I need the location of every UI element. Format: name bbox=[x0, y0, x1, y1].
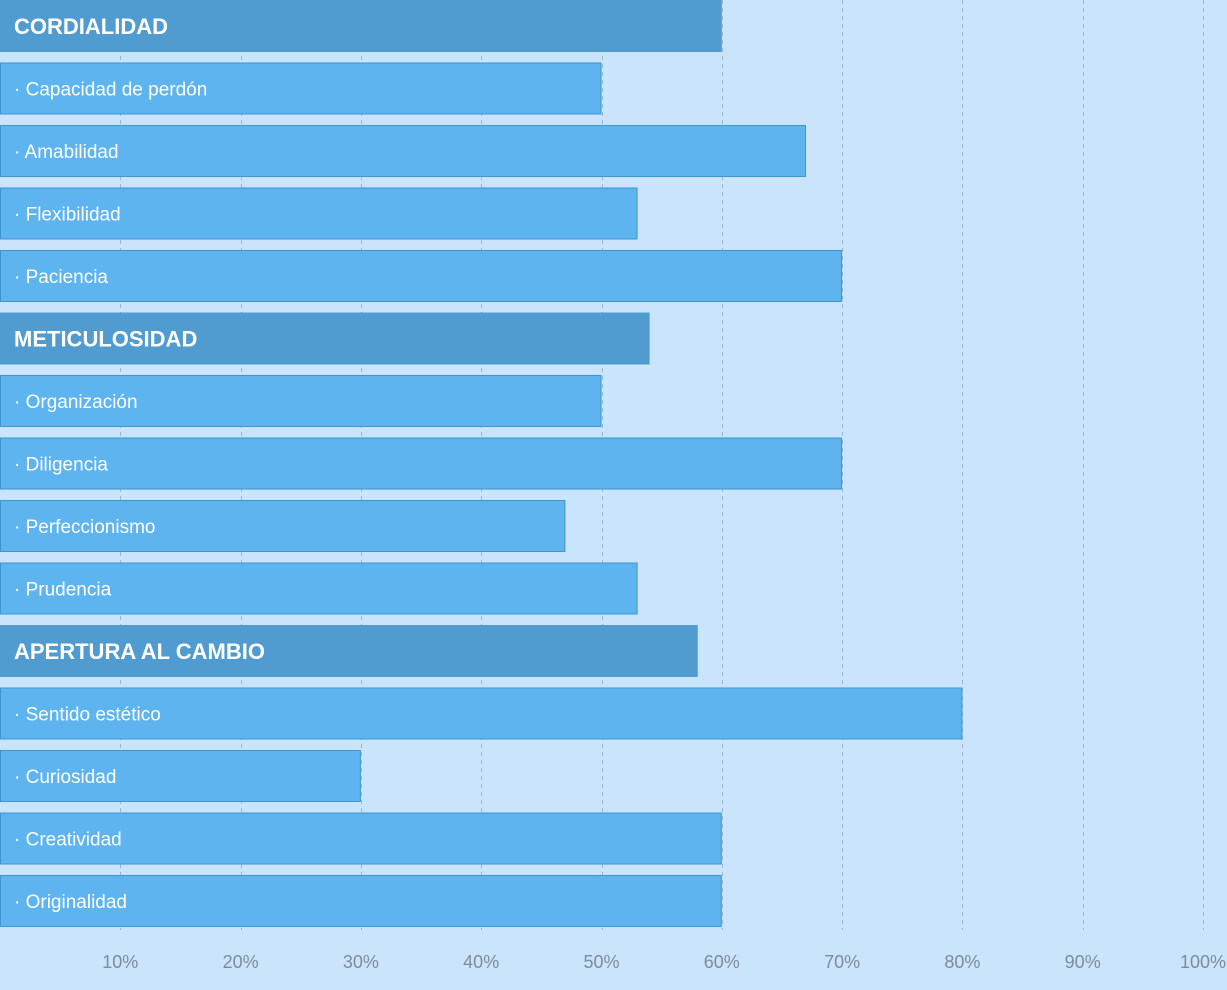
trait-label: · Originalidad bbox=[14, 892, 127, 913]
trait-bar bbox=[0, 437, 843, 490]
trait-bar bbox=[0, 125, 807, 177]
trait-label: · Capacidad de perdón bbox=[14, 80, 207, 101]
trait-label: · Amabilidad bbox=[14, 142, 119, 163]
x-axis-ticks: 10% 20% 30% 40% 50% 60% 70% 80% 90% 100% bbox=[102, 952, 1226, 972]
x-tick-label: 60% bbox=[704, 952, 740, 972]
bar-labels: CORDIALIDAD · Capacidad de perdón · Amabil… bbox=[14, 14, 265, 913]
trait-label: · Perfeccionismo bbox=[14, 517, 156, 538]
x-tick-label: 10% bbox=[102, 952, 138, 972]
trait-label: · Sentido estético bbox=[14, 705, 161, 726]
trait-bar bbox=[0, 812, 722, 865]
trait-label: · Curiosidad bbox=[14, 767, 116, 788]
trait-label: · Creatividad bbox=[14, 830, 122, 851]
trait-bar bbox=[0, 500, 566, 552]
trait-label: · Paciencia bbox=[14, 267, 108, 288]
x-tick-label: 70% bbox=[824, 952, 860, 972]
trait-bar bbox=[0, 250, 843, 302]
x-tick-label: 100% bbox=[1180, 952, 1226, 972]
trait-bar bbox=[0, 750, 361, 802]
trait-bar bbox=[0, 187, 638, 240]
x-tick-label: 20% bbox=[223, 952, 259, 972]
category-header-label: APERTURA AL CAMBIO bbox=[14, 639, 265, 664]
category-header-label: CORDIALIDAD bbox=[14, 14, 168, 39]
x-tick-label: 40% bbox=[463, 952, 499, 972]
x-tick-label: 80% bbox=[944, 952, 980, 972]
category-header-bar bbox=[0, 625, 698, 677]
trait-bar bbox=[0, 687, 963, 740]
category-header-label: METICULOSIDAD bbox=[14, 327, 197, 352]
x-tick-label: 50% bbox=[583, 952, 619, 972]
trait-bar bbox=[0, 62, 602, 115]
bars bbox=[0, 0, 963, 927]
category-header-bar bbox=[0, 0, 722, 52]
trait-bar bbox=[0, 562, 638, 615]
trait-label: · Prudencia bbox=[14, 580, 112, 601]
x-tick-label: 30% bbox=[343, 952, 379, 972]
trait-bar bbox=[0, 375, 602, 427]
trait-label: · Flexibilidad bbox=[14, 205, 121, 226]
trait-label: · Organización bbox=[14, 392, 138, 413]
x-tick-label: 90% bbox=[1065, 952, 1101, 972]
trait-bar bbox=[0, 875, 722, 927]
category-header-bar bbox=[0, 312, 650, 365]
trait-label: · Diligencia bbox=[14, 455, 108, 476]
